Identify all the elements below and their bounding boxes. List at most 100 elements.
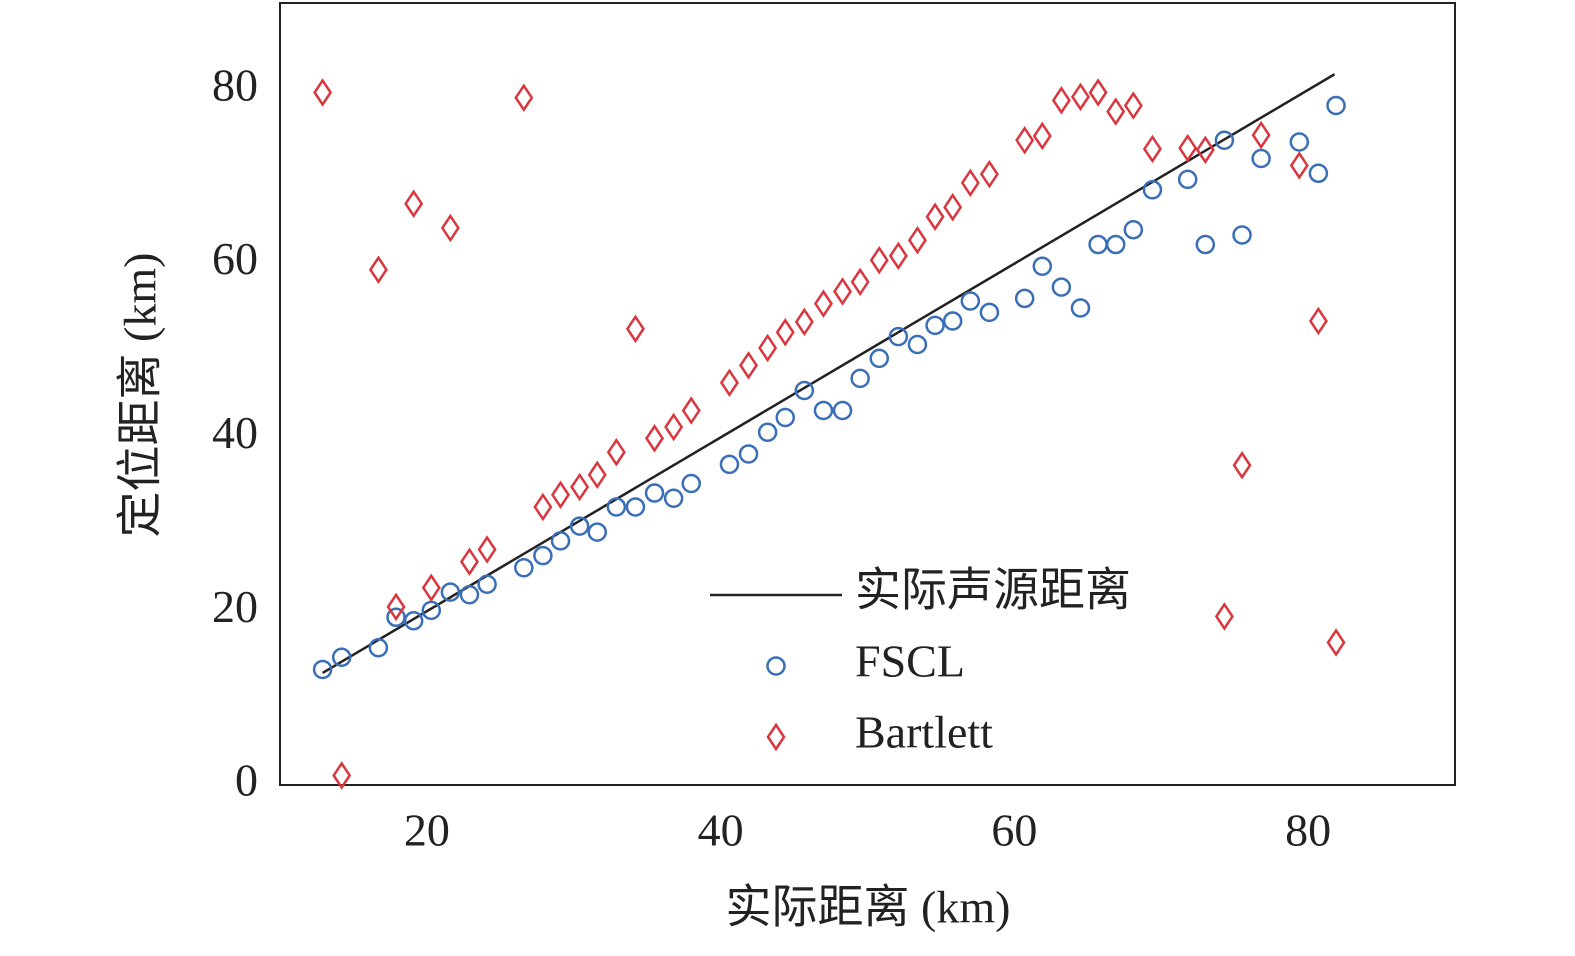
- y-tick-label: 60: [212, 233, 258, 284]
- x-tick-label: 80: [1285, 805, 1331, 856]
- fscl-point: [1308, 163, 1329, 184]
- bartlett-point: [739, 351, 759, 380]
- legend-marker: [766, 656, 786, 676]
- bartlett-point: [1123, 91, 1143, 120]
- fscl-point: [386, 607, 406, 628]
- bartlett-point: [1195, 135, 1215, 165]
- y-tick-label: 80: [212, 59, 258, 110]
- bartlett-point: [794, 307, 814, 337]
- fscl-point: [813, 400, 834, 421]
- fscl-point: [794, 380, 815, 401]
- fscl-point: [738, 444, 759, 464]
- bartlett-point: [332, 761, 352, 790]
- fscl-point: [681, 473, 701, 494]
- bartlett-point: [570, 472, 590, 502]
- fscl-point: [440, 582, 461, 602]
- fscl-point: [869, 348, 889, 369]
- fscl-point: [1177, 169, 1198, 190]
- bartlett-point: [925, 202, 945, 232]
- fscl-point: [1123, 220, 1144, 240]
- bartlett-point: [1326, 628, 1346, 657]
- fscl-point: [1142, 180, 1163, 200]
- fscl-point: [757, 422, 778, 442]
- bartlett-point: [943, 192, 963, 222]
- bartlett-point: [421, 573, 441, 603]
- fscl-point: [625, 497, 646, 517]
- legend-marker: [766, 722, 786, 752]
- fscl-point: [775, 407, 795, 428]
- fscl-point: [960, 291, 981, 311]
- fscl-point: [421, 600, 442, 621]
- bartlett-point: [664, 412, 684, 442]
- bartlett-point: [960, 168, 980, 198]
- bartlett-point: [888, 241, 908, 271]
- fscl-point: [1289, 132, 1310, 152]
- bartlett-point: [813, 289, 833, 318]
- fscl-point: [1051, 277, 1072, 297]
- fscl-point: [1088, 234, 1108, 255]
- fscl-point: [907, 334, 928, 355]
- fscl-point: [644, 483, 665, 503]
- bartlett-point: [850, 267, 870, 297]
- bartlett-point: [1088, 78, 1108, 107]
- bartlett-point: [1178, 133, 1198, 163]
- fscl-point: [719, 454, 740, 475]
- fscl-point: [459, 584, 480, 605]
- bartlett-point: [1032, 121, 1052, 151]
- fscl-point: [942, 311, 963, 331]
- fscl-point: [477, 574, 497, 595]
- bartlett-point: [1142, 134, 1162, 164]
- bartlett-point: [386, 592, 406, 622]
- bartlett-point: [606, 437, 626, 467]
- fscl-point: [533, 545, 553, 566]
- y-tick-label: 20: [212, 581, 258, 632]
- bartlett-point: [979, 159, 999, 189]
- fscl-point: [331, 647, 352, 668]
- fscl-point: [850, 368, 870, 389]
- bartlett-point: [645, 424, 665, 453]
- fscl-point: [888, 326, 909, 347]
- fscl-point: [925, 315, 945, 336]
- bartlett-point: [1214, 602, 1234, 631]
- plot-frame: [279, 2, 1456, 786]
- fscl-point: [368, 637, 389, 658]
- fscl-point: [550, 531, 571, 551]
- bartlett-point: [587, 460, 607, 490]
- fscl-point: [1251, 148, 1271, 169]
- y-tick-label: 0: [235, 755, 258, 806]
- bartlett-point: [775, 318, 795, 347]
- bartlett-point: [313, 78, 333, 107]
- legend-label: Bartlett: [855, 707, 993, 758]
- bartlett-point: [1232, 450, 1252, 480]
- y-axis-label: 定位距离 (km): [115, 253, 166, 538]
- fscl-point: [606, 497, 627, 517]
- y-tick-label: 40: [212, 407, 258, 458]
- bartlett-point: [1051, 86, 1071, 115]
- fscl-point: [587, 522, 607, 542]
- bartlett-point: [551, 480, 571, 510]
- bartlett-point: [758, 333, 778, 363]
- fscl-point: [569, 516, 590, 536]
- bartlett-point: [368, 255, 388, 285]
- fscl-point: [1195, 234, 1216, 255]
- bartlett-point: [1251, 120, 1271, 150]
- bartlett-point: [681, 396, 701, 425]
- reference-line: [321, 73, 1336, 674]
- fscl-point: [1214, 130, 1235, 151]
- x-tick-label: 40: [698, 805, 744, 856]
- fscl-point: [1014, 288, 1035, 309]
- fscl-point: [1070, 298, 1091, 318]
- fscl-point: [832, 400, 853, 421]
- bartlett-point: [719, 368, 739, 397]
- bartlett-point: [440, 213, 460, 243]
- bartlett-point: [459, 547, 479, 576]
- fscl-point: [1105, 234, 1126, 255]
- fscl-point: [1232, 225, 1252, 245]
- fscl-point: [979, 302, 1000, 323]
- fscl-point: [663, 488, 684, 509]
- bartlett-point: [833, 277, 853, 306]
- x-tick-label: 60: [991, 805, 1037, 856]
- x-axis-label: 实际距离 (km): [726, 882, 1011, 933]
- fscl-point: [1032, 256, 1053, 277]
